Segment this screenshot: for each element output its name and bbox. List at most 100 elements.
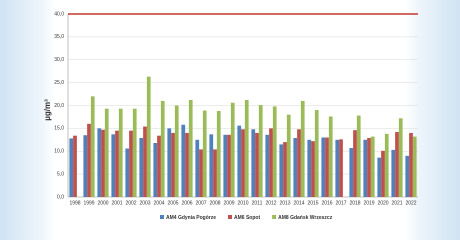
bar <box>199 149 203 197</box>
bar <box>265 134 270 197</box>
bar <box>377 157 382 197</box>
x-tick-label: 2022 <box>405 200 416 206</box>
bar <box>335 139 340 197</box>
bar <box>279 144 284 197</box>
y-tick-label: 30,0 <box>54 57 64 63</box>
bar <box>139 137 144 197</box>
x-tick-label: 1998 <box>69 200 80 206</box>
bar <box>171 132 175 197</box>
bar <box>356 115 361 197</box>
x-tick-label: 2015 <box>307 200 318 206</box>
y-tick-label: 5,0 <box>57 171 64 177</box>
y-tick-label: 0,0 <box>57 194 64 200</box>
x-tick-label: 2018 <box>349 200 360 206</box>
bar <box>314 110 319 197</box>
bar <box>297 129 301 197</box>
legend-swatch <box>160 215 164 219</box>
bar <box>185 132 189 197</box>
bar <box>90 96 95 197</box>
bar <box>69 138 74 197</box>
bar <box>174 105 179 197</box>
x-tick-label: 2003 <box>139 200 150 206</box>
bar <box>363 139 368 197</box>
bar <box>160 100 165 197</box>
bar <box>73 135 77 197</box>
x-tick-label: 2006 <box>181 200 192 206</box>
bar <box>143 126 147 197</box>
bar <box>391 149 396 197</box>
bar <box>409 132 413 197</box>
bar <box>307 139 312 197</box>
x-tick-label: 2012 <box>265 200 276 206</box>
bar <box>244 100 249 197</box>
bar <box>115 130 119 197</box>
bar <box>157 135 161 197</box>
y-tick-label: 15,0 <box>54 126 64 132</box>
x-tick-label: 2007 <box>195 200 206 206</box>
x-tick-label: 2001 <box>111 200 122 206</box>
bar <box>286 114 291 197</box>
bar <box>412 136 417 197</box>
x-tick-label: 2019 <box>363 200 374 206</box>
x-tick-label: 2004 <box>153 200 164 206</box>
bar <box>167 128 172 197</box>
x-tick-label: 2002 <box>125 200 136 206</box>
bar <box>111 134 116 197</box>
bar <box>370 136 375 197</box>
chart: µg/m³ 0,0 5,0 10,0 15,0 20,0 25,0 30,0 35,0 40,0… <box>43 11 418 221</box>
x-tick-label: 2005 <box>167 200 178 206</box>
x-tick-label: 2000 <box>97 200 108 206</box>
legend-swatch <box>228 215 233 219</box>
bar <box>230 102 235 197</box>
bar <box>202 110 207 197</box>
bar <box>132 108 137 197</box>
bar <box>381 150 385 197</box>
bar <box>300 100 305 197</box>
bar <box>216 110 221 197</box>
y-tick-label: 25,0 <box>54 80 64 86</box>
bar <box>195 139 200 197</box>
bar <box>104 108 109 197</box>
bar <box>83 135 88 197</box>
bar <box>353 130 357 197</box>
bar <box>87 123 91 197</box>
bar <box>395 132 399 197</box>
x-tick-label: 2016 <box>321 200 332 206</box>
x-tick-label: 2008 <box>209 200 220 206</box>
bar <box>125 148 130 197</box>
bar <box>384 133 389 197</box>
x-tick-label: 1999 <box>83 200 94 206</box>
bar <box>188 100 193 197</box>
bar <box>269 128 273 197</box>
legend-label: AM4 Gdynia Pogórze <box>166 215 216 221</box>
bar <box>339 139 343 197</box>
x-tick-label: 2013 <box>279 200 290 206</box>
bar <box>272 106 277 197</box>
bar <box>227 134 231 197</box>
bar <box>321 137 326 197</box>
bar <box>328 116 333 197</box>
bar <box>97 128 102 197</box>
y-tick-label: 40,0 <box>54 11 64 17</box>
bar <box>311 141 315 197</box>
bar <box>181 124 186 197</box>
bar <box>405 155 410 197</box>
legend-label: AM8 Gdańsk Wrzeszcz <box>278 215 333 221</box>
bar <box>283 142 287 197</box>
x-tick-label: 2017 <box>335 200 346 206</box>
bar <box>325 137 329 197</box>
x-tick-label: 2020 <box>377 200 388 206</box>
bar <box>153 143 158 197</box>
bar <box>398 118 403 197</box>
bar <box>223 134 228 197</box>
bar <box>367 137 371 197</box>
bar <box>209 134 214 197</box>
page: µg/m³ 0,0 5,0 10,0 15,0 20,0 25,0 30,0 35,0 40,0… <box>0 0 460 230</box>
bar <box>293 137 298 197</box>
x-tick-label: 2021 <box>391 200 402 206</box>
legend-label: AM6 Sopot <box>234 215 260 221</box>
x-tick-label: 2010 <box>237 200 248 206</box>
bar <box>118 108 123 197</box>
x-tick-label: 2009 <box>223 200 234 206</box>
x-tick-label: 2014 <box>293 200 304 206</box>
